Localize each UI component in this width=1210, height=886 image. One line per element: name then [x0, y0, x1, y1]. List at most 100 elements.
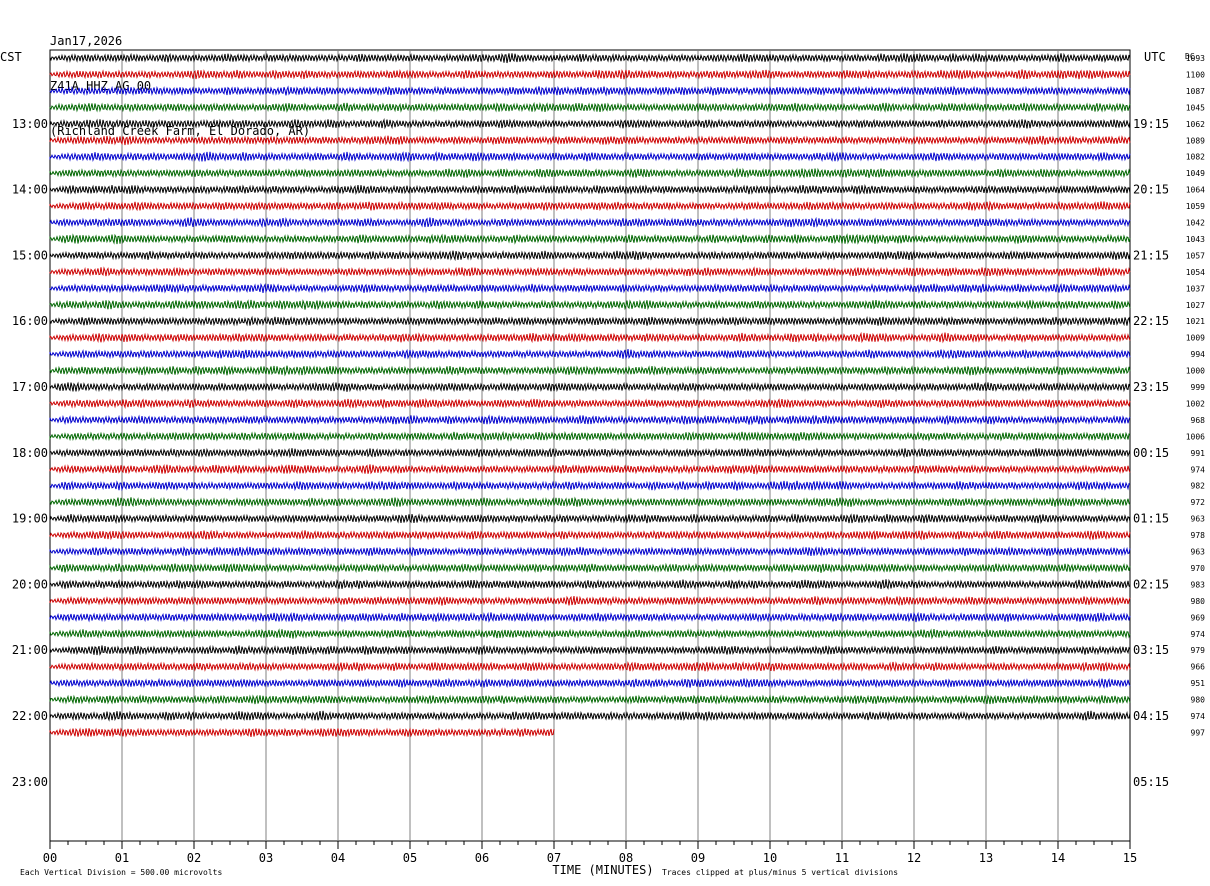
seismic-trace	[49, 628, 1131, 640]
seismic-trace	[49, 69, 1131, 81]
seismic-trace	[49, 52, 1131, 64]
seismic-trace	[49, 282, 1131, 294]
x-tick-label: 08	[619, 851, 633, 865]
dc-offset-label: 963	[1191, 515, 1206, 524]
seismic-trace	[49, 660, 1131, 673]
dc-offset-label: 1089	[1186, 136, 1205, 145]
seismic-trace	[49, 430, 1131, 442]
cst-hour-label: 23:00	[12, 775, 48, 789]
cst-axis-title: CST	[0, 50, 22, 64]
dc-offset-label: 963	[1191, 548, 1206, 557]
utc-hour-label: 02:15	[1133, 577, 1169, 591]
dc-offset-label: 1057	[1186, 251, 1205, 260]
dc-offset-label: 1054	[1186, 268, 1205, 277]
x-tick-label: 03	[259, 851, 273, 865]
x-tick-label: 12	[907, 851, 921, 865]
dc-offset-label: 1064	[1186, 186, 1205, 195]
seismic-trace	[49, 397, 1131, 410]
cst-hour-label: 16:00	[12, 314, 48, 328]
cst-hour-label: 19:00	[12, 512, 48, 526]
x-tick-label: 10	[763, 851, 777, 865]
dc-offset-label: 999	[1191, 383, 1206, 392]
seismic-trace	[49, 249, 1131, 262]
x-tick-label: 00	[43, 851, 57, 865]
x-tick-label: 09	[691, 851, 705, 865]
utc-hour-label: 20:15	[1133, 183, 1169, 197]
utc-hour-label: 19:15	[1133, 117, 1169, 131]
dc-offset-label: 1087	[1186, 87, 1205, 96]
seismic-trace	[49, 101, 1131, 113]
x-tick-label: 06	[475, 851, 489, 865]
seismic-trace	[49, 348, 1131, 360]
seismic-trace	[49, 562, 1131, 574]
seismic-trace	[49, 479, 1131, 492]
dc-offset-label: 1100	[1186, 70, 1205, 79]
seismic-trace	[49, 299, 1131, 311]
dc-offset-label: 974	[1191, 465, 1206, 474]
dc-offset-label: 1009	[1186, 334, 1205, 343]
seismic-trace	[49, 150, 1131, 163]
dc-offset-label: 1082	[1186, 153, 1205, 162]
x-tick-label: 14	[1051, 851, 1065, 865]
dc-offset-label: 982	[1191, 482, 1206, 491]
dc-offset-label: 980	[1191, 696, 1206, 705]
seismic-trace	[49, 710, 1131, 722]
dc-offset-label: 951	[1191, 679, 1206, 688]
dc-offset-label: 1043	[1186, 235, 1205, 244]
cst-hour-label: 15:00	[12, 248, 48, 262]
seismic-trace	[49, 216, 1131, 229]
utc-hour-label: 21:15	[1133, 248, 1169, 262]
utc-hour-label: 03:15	[1133, 643, 1169, 657]
header-location: (Richland Creek Farm, El Dorado, AR)	[50, 124, 311, 138]
dc-offset-label: 1037	[1186, 284, 1205, 293]
seismic-trace	[49, 447, 1131, 459]
x-tick-label: 04	[331, 851, 345, 865]
seismic-trace	[49, 167, 1131, 179]
dc-offset-label: 1049	[1186, 169, 1205, 178]
seismic-traces	[49, 52, 1131, 738]
dc-offset-label: 1042	[1186, 219, 1205, 228]
utc-hour-label: 22:15	[1133, 314, 1169, 328]
x-tick-label: 11	[835, 851, 849, 865]
dc-offset-label: 1021	[1186, 317, 1205, 326]
header-date: Jan17,2026	[50, 34, 123, 48]
seismic-trace	[49, 677, 1131, 689]
cst-hour-label: 20:00	[12, 577, 48, 591]
x-tick-label: 01	[115, 851, 129, 865]
x-tick-label: 07	[547, 851, 561, 865]
seismic-trace	[49, 546, 1131, 557]
dc-offset-label: 1062	[1186, 120, 1205, 129]
seismic-trace	[49, 117, 1131, 130]
dc-offset-label: 994	[1191, 350, 1206, 359]
cst-hour-label: 14:00	[12, 183, 48, 197]
plot-labels: 13:00 14:00 15:00 16:00 17:00 18:00 19:00 20:00…	[0, 50, 1205, 877]
seismic-trace	[49, 200, 1131, 212]
dc-offset-label: 980	[1191, 597, 1206, 606]
seismic-trace	[49, 463, 1131, 475]
x-tick-label: 02	[187, 851, 201, 865]
utc-axis-title: UTC	[1144, 50, 1166, 64]
seismic-trace	[49, 365, 1131, 377]
seismic-trace	[49, 315, 1131, 327]
seismic-trace	[49, 644, 1131, 656]
x-tick-label: 13	[979, 851, 993, 865]
seismic-trace	[49, 595, 1131, 607]
seismic-trace	[49, 233, 1131, 245]
dc-offset-label: 1000	[1186, 367, 1205, 376]
seismic-trace	[49, 381, 1131, 393]
dc-offset-label: 1027	[1186, 301, 1205, 310]
dc-offset-label: 1002	[1186, 399, 1205, 408]
dc-offset-label: 974	[1191, 712, 1206, 721]
x-tick-label: 15	[1123, 851, 1137, 865]
utc-hour-label: 04:15	[1133, 709, 1169, 723]
cst-hour-label: 18:00	[12, 446, 48, 460]
seismic-trace	[49, 513, 1131, 525]
cst-hour-label: 13:00	[12, 117, 48, 131]
seismic-trace	[49, 331, 1131, 344]
seismic-trace	[49, 496, 1131, 508]
dc-column-title: DC	[1185, 52, 1195, 61]
utc-hour-label: 23:15	[1133, 380, 1169, 394]
dc-offset-label: 974	[1191, 630, 1206, 639]
dc-offset-label: 991	[1191, 449, 1206, 458]
